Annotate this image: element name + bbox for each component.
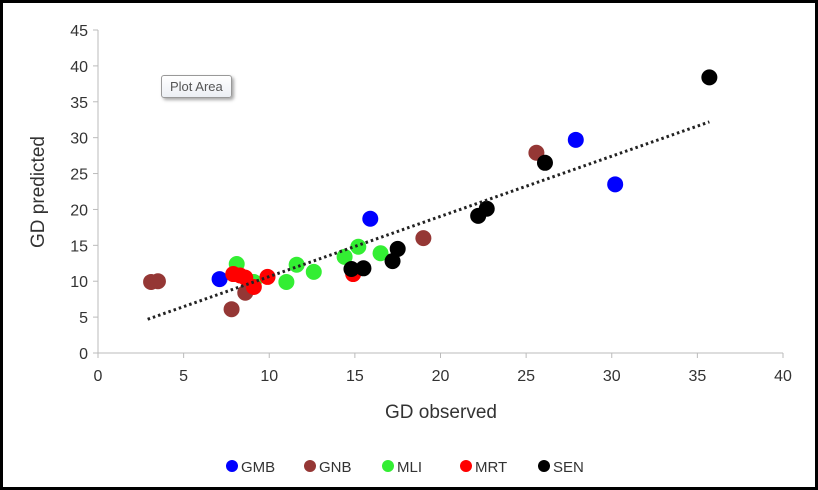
x-tick-label: 5	[179, 368, 188, 385]
y-tick-label: 0	[79, 346, 88, 363]
point-sen	[384, 253, 401, 270]
x-tick-label: 10	[260, 368, 278, 385]
legend-label-gnb: GNB	[319, 459, 352, 476]
y-tick-label: 15	[70, 238, 88, 255]
point-sen	[478, 200, 495, 217]
legend-marker-sen	[538, 460, 550, 472]
y-tick-label: 40	[70, 59, 88, 76]
legend-label-mrt: MRT	[475, 459, 507, 476]
point-sen	[701, 69, 718, 86]
point-mli	[305, 263, 322, 280]
point-sen	[389, 240, 406, 257]
point-sen	[343, 261, 360, 278]
x-tick-label: 35	[688, 368, 706, 385]
x-axis-label: GD observed	[385, 402, 497, 423]
point-mli	[288, 256, 305, 273]
point-gnb	[415, 230, 432, 247]
legend-label-sen: SEN	[553, 459, 584, 476]
legend-label-mli: MLI	[397, 459, 422, 476]
point-mli	[278, 273, 295, 290]
y-tick-label: 20	[70, 202, 88, 219]
legend-marker-gnb	[304, 460, 316, 472]
y-tick-label: 25	[70, 167, 88, 184]
x-tick-label: 15	[346, 368, 364, 385]
x-tick-label: 0	[94, 368, 103, 385]
point-gmb	[362, 210, 379, 227]
point-gmb	[607, 176, 624, 193]
point-sen	[536, 154, 553, 171]
legend-label-gmb: GMB	[241, 459, 275, 476]
point-mli	[350, 238, 367, 255]
point-sen	[355, 260, 372, 277]
x-tick-label: 25	[517, 368, 535, 385]
trendline	[147, 120, 710, 321]
x-tick-label: 20	[432, 368, 450, 385]
x-tick-label: 40	[774, 368, 792, 385]
point-gnb	[149, 273, 166, 290]
legend-marker-gmb	[226, 460, 238, 472]
point-gmb	[567, 131, 584, 148]
y-tick-label: 5	[79, 310, 88, 327]
legend-marker-mli	[382, 460, 394, 472]
x-tick-label: 30	[603, 368, 621, 385]
y-tick-label: 10	[70, 274, 88, 291]
y-tick-label: 35	[70, 95, 88, 112]
point-gnb	[223, 301, 240, 318]
y-tick-label: 30	[70, 131, 88, 148]
legend-marker-mrt	[460, 460, 472, 472]
y-tick-label: 45	[70, 23, 88, 40]
plot-area-tooltip: Plot Area	[161, 75, 232, 98]
y-axis-label: GD predicted	[28, 136, 49, 248]
point-gmb	[211, 271, 228, 288]
point-mli	[372, 245, 389, 262]
point-mrt	[245, 278, 262, 295]
